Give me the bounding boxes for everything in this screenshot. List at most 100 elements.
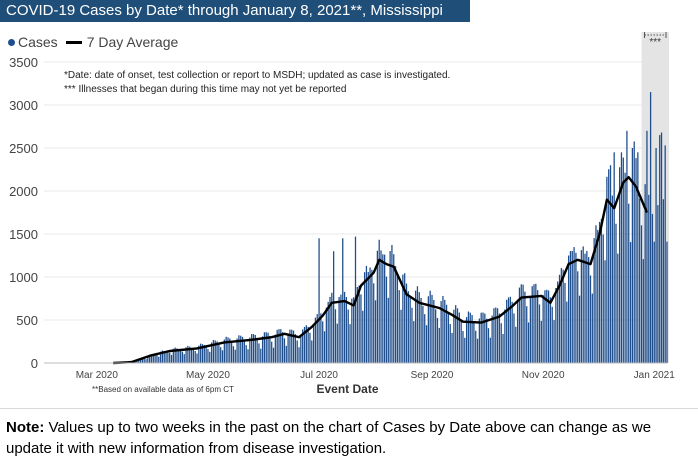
case-bar [456,308,459,363]
case-bar [303,326,306,363]
case-bar [567,255,570,363]
case-bar [451,332,453,363]
case-bar [573,247,575,363]
case-bar [631,148,634,363]
case-bar [249,337,251,363]
case-bar [655,148,657,363]
case-bar [633,141,635,363]
case-bar [145,359,147,363]
y-tick-label: 0 [31,356,38,371]
case-bar [384,254,386,363]
case-bar [267,332,269,363]
case-bar [515,326,517,363]
shaded-region-marker: *** [643,32,667,48]
case-bar [285,345,287,363]
case-bar [416,286,419,363]
case-bar [234,349,236,363]
case-bar [495,307,497,363]
case-bar [516,299,519,363]
case-bar [589,275,592,363]
case-bar [176,348,178,363]
case-bar [256,338,258,363]
case-bar [252,334,255,363]
case-bar [269,335,271,363]
case-bar [365,265,368,363]
case-bar [569,251,572,363]
case-bar [482,312,484,363]
case-bar [653,241,655,363]
case-bar [196,353,198,363]
case-bar [588,257,590,363]
case-bar [553,320,555,363]
case-bar [496,308,499,363]
case-bar [218,343,220,363]
case-bar [225,336,227,363]
case-bar [376,250,378,363]
case-bar [289,329,291,363]
x-tick-label: Sep 2020 [411,370,454,381]
case-bar [261,336,264,363]
case-bar [558,274,561,363]
case-bar [484,313,486,363]
case-bar [473,321,475,363]
case-bar [322,321,324,363]
case-bar [425,325,428,363]
case-bar [445,304,448,363]
case-bar [529,296,532,363]
case-bar [433,300,435,363]
case-bar [230,341,233,363]
case-bar [562,269,564,363]
case-bar [449,324,451,363]
case-bar [436,317,439,363]
case-bar [203,345,205,363]
case-bar [320,313,322,363]
case-bar [615,223,617,363]
case-bar [648,194,650,363]
case-bar [212,340,215,363]
case-bar [609,165,612,363]
case-bar [207,349,209,363]
case-bar [613,152,615,363]
case-bar [152,354,154,363]
case-bar [424,314,426,363]
case-bar [491,315,493,363]
x-tick-label: Jan 2021 [634,370,676,381]
case-bar [283,338,286,363]
case-bar [564,282,566,363]
chart-legend: Cases 7 Day Average [8,33,178,51]
x-axis-label: Event Date [316,382,378,396]
case-bar [314,317,317,363]
y-tick-label: 500 [16,313,38,328]
case-bar [170,354,173,363]
x-tick-label: May 2020 [186,370,230,381]
case-bar [374,300,377,363]
case-bar [232,346,235,363]
case-bar [640,225,643,363]
case-bar [280,329,282,363]
case-bar [602,234,604,363]
case-bar [427,296,430,363]
case-bar [418,292,420,363]
case-bar [453,309,455,363]
case-bar [600,218,603,363]
case-bar [378,239,380,363]
case-bar [502,334,504,363]
case-bar [480,312,482,363]
case-bar [302,329,304,363]
case-bar [531,286,533,363]
case-bar [547,290,550,363]
case-bar [329,296,331,363]
case-bar [334,309,337,363]
case-bar [147,355,149,363]
case-bar [420,297,422,363]
case-bar [174,347,176,363]
case-bar [629,242,632,363]
x-axis: Mar 2020 May 2020 Jul 2020 Sep 2020 Nov 2020… [44,362,676,381]
case-bar [524,291,526,363]
case-bar [639,198,641,363]
case-bar [274,334,276,363]
case-bar [251,334,253,363]
case-bar [241,336,244,363]
case-bar [591,293,593,363]
case-bar [566,301,568,363]
